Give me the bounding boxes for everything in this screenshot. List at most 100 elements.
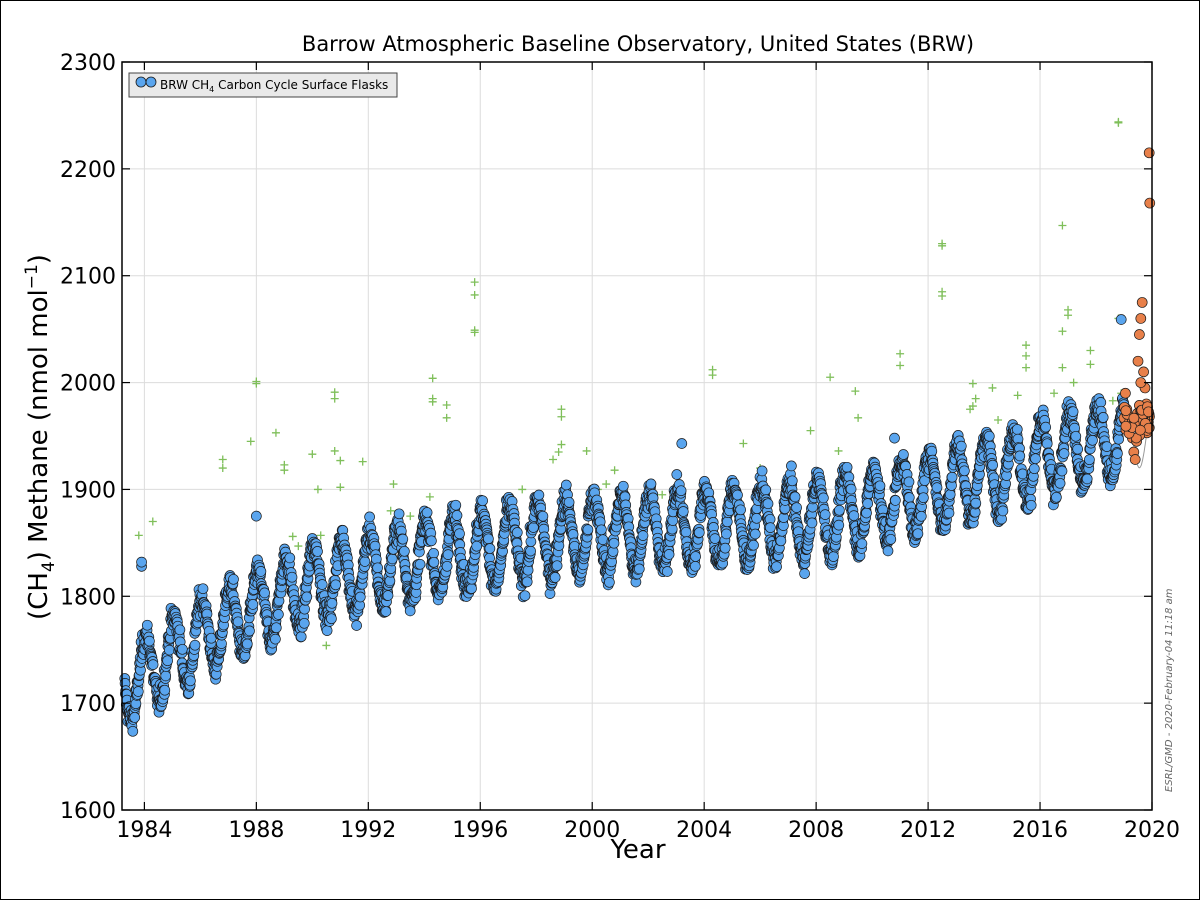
flask-point: [597, 534, 609, 546]
flask-point: [748, 539, 759, 551]
flask-point: [232, 616, 244, 628]
flask-point: [944, 489, 956, 500]
rejected-point: [708, 371, 717, 380]
flask-point: [645, 478, 657, 490]
flask-point: [903, 476, 915, 488]
flask-point: [955, 440, 967, 452]
flask-point: [471, 540, 483, 552]
y-tick-label: 2100: [60, 265, 116, 290]
rejected-point: [1022, 351, 1031, 360]
flask-point: [259, 587, 270, 599]
flask-point: [1056, 465, 1068, 477]
flask-point: [1058, 448, 1070, 459]
flask-point: [144, 635, 155, 647]
flask-point: [806, 517, 818, 529]
rejected-point: [971, 394, 980, 403]
rejected-point: [313, 485, 322, 494]
flask-point: [765, 522, 776, 533]
flask-point: [1070, 430, 1082, 442]
rejected-point: [428, 397, 437, 406]
flask-point: [326, 613, 337, 625]
flask-point: [1025, 499, 1037, 511]
flask-point: [270, 622, 282, 634]
rejected-point: [1086, 360, 1095, 369]
flask-point: [719, 542, 731, 554]
flask-point: [159, 684, 171, 696]
flask-point: [270, 633, 281, 645]
flask-point: [393, 508, 405, 520]
flask-point: [1014, 450, 1026, 462]
flask-point: [1113, 433, 1124, 445]
rejected-point: [442, 401, 451, 410]
preliminary-point: [1120, 387, 1131, 399]
rejected-point: [582, 446, 591, 455]
flask-point: [428, 556, 440, 568]
flask-point: [321, 625, 333, 636]
flask-point: [885, 533, 897, 545]
y-tick-label: 2200: [60, 158, 116, 183]
preliminary-point: [1135, 313, 1147, 324]
flask-point: [273, 609, 284, 620]
preliminary-point: [1120, 405, 1132, 417]
rejected-point: [806, 426, 815, 435]
x-tick-label: 2020: [1124, 818, 1180, 843]
flask-point: [677, 506, 689, 517]
flask-point: [856, 538, 868, 549]
rejected-point: [336, 456, 345, 465]
preliminary-point: [1134, 424, 1146, 436]
preliminary-point: [1120, 420, 1132, 432]
rejected-point: [1086, 346, 1095, 355]
flask-point: [372, 562, 383, 574]
legend-marker: [145, 76, 157, 88]
flask-point: [426, 535, 437, 547]
y-tick-label: 1600: [60, 799, 116, 824]
flask-point: [918, 492, 929, 504]
flask-point: [1084, 454, 1095, 466]
legend-label-part: Carbon Cycle Surface Flasks: [214, 78, 388, 92]
flask-point: [397, 533, 409, 545]
rejected-point: [470, 290, 479, 299]
rejected-point: [389, 480, 398, 489]
flask-point: [298, 617, 310, 629]
flask-point: [241, 638, 253, 650]
rejected-point: [218, 464, 227, 473]
rejected-point: [1058, 363, 1067, 372]
flask-point: [749, 528, 761, 540]
flask-point: [732, 489, 743, 501]
flask-point: [1028, 463, 1040, 475]
flask-point: [386, 553, 398, 565]
rejected-point: [557, 405, 566, 414]
rejected-point: [425, 492, 434, 501]
flask-point: [141, 619, 153, 631]
flask-point: [898, 449, 909, 460]
rejected-point: [834, 446, 843, 455]
flask-point: [351, 620, 362, 631]
flask-point: [819, 509, 831, 520]
rejected-point: [386, 506, 395, 515]
rejected-point: [938, 241, 947, 250]
rejected-point: [1058, 327, 1067, 336]
x-tick-label: 1996: [452, 818, 508, 843]
rejected-point: [854, 413, 863, 422]
rejected-point: [968, 402, 977, 411]
flask-point: [551, 560, 563, 572]
flask-point: [132, 686, 144, 697]
y-axis-title-part: ): [24, 254, 54, 264]
flask-point: [1030, 453, 1041, 465]
flask-point: [1011, 424, 1023, 435]
rejected-point: [994, 415, 1003, 424]
rejected-point: [1050, 389, 1059, 398]
rejected-point: [470, 278, 479, 287]
flask-point: [404, 605, 416, 617]
rejected-point: [134, 531, 143, 540]
rejected-point: [358, 457, 367, 466]
flask-points: [119, 314, 1130, 737]
x-tick-label: 2016: [1012, 818, 1068, 843]
flask-point: [312, 546, 323, 557]
flask-point: [786, 460, 797, 472]
y-tick-label: 2300: [60, 51, 116, 76]
rejected-point: [294, 542, 303, 551]
rejected-point: [1114, 117, 1123, 126]
